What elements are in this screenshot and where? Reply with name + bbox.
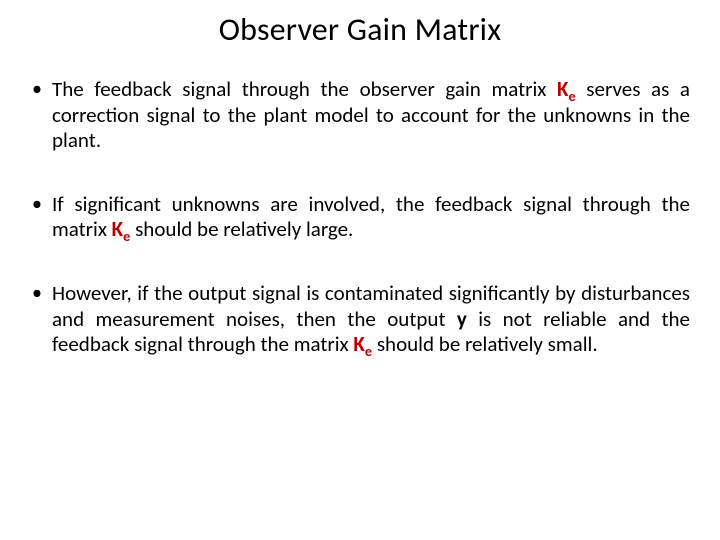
matrix-K: K bbox=[112, 216, 123, 242]
matrix-symbol: Ke bbox=[353, 331, 372, 357]
matrix-sub-e: e bbox=[365, 342, 372, 360]
bullet-text-post: should be relatively large. bbox=[130, 216, 353, 242]
output-symbol: y bbox=[457, 306, 467, 332]
bullet-text-pre: The feedback signal through the observer… bbox=[52, 76, 557, 102]
list-item: If significant unknowns are involved, th… bbox=[30, 192, 690, 243]
list-item: However, if the output signal is contami… bbox=[30, 281, 690, 358]
matrix-symbol: Ke bbox=[112, 216, 131, 242]
bullet-text-post: should be relatively small. bbox=[372, 331, 598, 357]
matrix-K: K bbox=[353, 331, 364, 357]
matrix-symbol: Ke bbox=[557, 76, 576, 102]
bullet-list: The feedback signal through the observer… bbox=[30, 77, 690, 358]
matrix-K: K bbox=[557, 76, 568, 102]
page-title: Observer Gain Matrix bbox=[30, 10, 690, 49]
slide: { "title": "Observer Gain Matrix", "symb… bbox=[0, 0, 720, 540]
list-item: The feedback signal through the observer… bbox=[30, 77, 690, 154]
